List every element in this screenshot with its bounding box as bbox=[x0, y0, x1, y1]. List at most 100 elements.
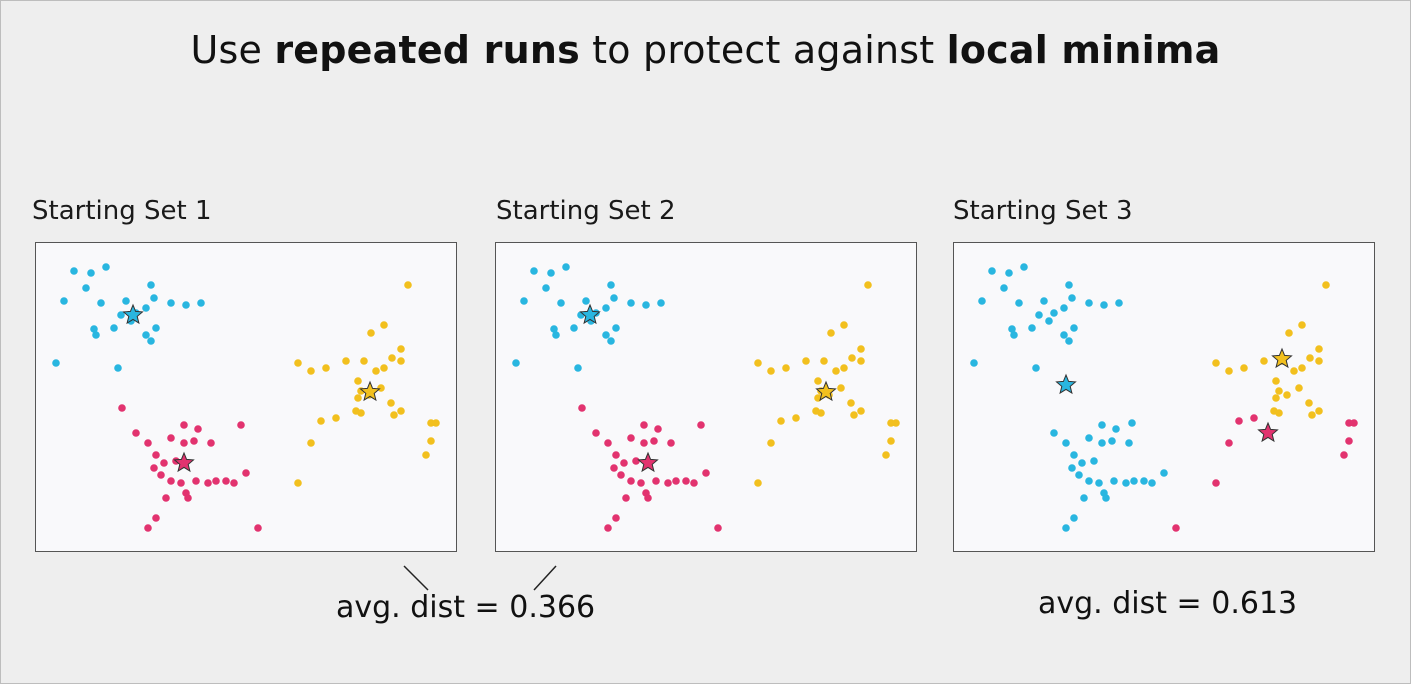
point-blue-40 bbox=[1110, 477, 1118, 485]
point-pink-17 bbox=[192, 477, 200, 485]
point-blue-8 bbox=[1068, 294, 1076, 302]
point-pink-16 bbox=[637, 479, 645, 487]
point-yellow-6 bbox=[1298, 364, 1306, 372]
point-blue-22 bbox=[512, 359, 520, 367]
point-blue-14 bbox=[1060, 304, 1068, 312]
point-yellow-8 bbox=[820, 357, 828, 365]
point-yellow-5 bbox=[1306, 354, 1314, 362]
point-blue-22 bbox=[970, 359, 978, 367]
point-blue-48 bbox=[1102, 494, 1110, 502]
point-pink-2 bbox=[144, 439, 152, 447]
point-yellow-11 bbox=[294, 359, 302, 367]
title-bold-2: local minima bbox=[946, 28, 1221, 72]
point-yellow-27 bbox=[892, 419, 900, 427]
panel-label-1: Starting Set 1 bbox=[32, 196, 212, 226]
bracket-right-line bbox=[533, 565, 557, 591]
point-blue-19 bbox=[602, 331, 610, 339]
point-pink-9 bbox=[654, 425, 662, 433]
scatter-svg-1 bbox=[52, 263, 440, 532]
point-pink-2 bbox=[1225, 439, 1233, 447]
avg-dist-sets-1-2: avg. dist = 0.366 bbox=[336, 590, 596, 625]
point-pink-5 bbox=[640, 439, 648, 447]
point-yellow-30 bbox=[294, 479, 302, 487]
point-yellow-10 bbox=[1240, 364, 1248, 372]
panel-label-3: Starting Set 3 bbox=[953, 196, 1133, 226]
point-blue-1 bbox=[547, 269, 555, 277]
point-yellow-3 bbox=[857, 345, 865, 353]
point-yellow-0 bbox=[404, 281, 412, 289]
point-blue-19 bbox=[1060, 331, 1068, 339]
point-blue-0 bbox=[530, 267, 538, 275]
point-blue-2 bbox=[102, 263, 110, 271]
point-blue-24 bbox=[1128, 419, 1136, 427]
point-blue-23 bbox=[574, 364, 582, 372]
point-yellow-17 bbox=[837, 384, 845, 392]
point-blue-42 bbox=[1130, 477, 1138, 485]
point-blue-45 bbox=[1160, 469, 1168, 477]
point-blue-30 bbox=[1108, 437, 1116, 445]
point-pink-21 bbox=[690, 479, 698, 487]
point-yellow-24 bbox=[777, 417, 785, 425]
point-pink-0 bbox=[578, 404, 586, 412]
point-blue-49 bbox=[1070, 514, 1078, 522]
point-pink-7 bbox=[207, 439, 215, 447]
point-yellow-11 bbox=[1212, 359, 1220, 367]
point-blue-10 bbox=[642, 301, 650, 309]
point-blue-21 bbox=[612, 324, 620, 332]
point-pink-24 bbox=[162, 494, 170, 502]
point-yellow-18 bbox=[1305, 399, 1313, 407]
point-blue-20 bbox=[147, 337, 155, 345]
point-yellow-1 bbox=[840, 321, 848, 329]
point-pink-14 bbox=[157, 471, 165, 479]
point-blue-11 bbox=[1115, 299, 1123, 307]
point-pink-24 bbox=[622, 494, 630, 502]
scatter-svg-3 bbox=[970, 263, 1358, 532]
point-blue-22 bbox=[52, 359, 60, 367]
scatter-plot-3 bbox=[953, 242, 1375, 552]
point-blue-3 bbox=[542, 284, 550, 292]
point-blue-47 bbox=[1080, 494, 1088, 502]
point-yellow-28 bbox=[882, 451, 890, 459]
point-yellow-19 bbox=[1308, 411, 1316, 419]
scatter-plot-1 bbox=[35, 242, 457, 552]
slide-title: Use repeated runs to protect against loc… bbox=[0, 28, 1411, 72]
point-blue-10 bbox=[182, 301, 190, 309]
point-blue-6 bbox=[1040, 297, 1048, 305]
avg-dist-set-3: avg. dist = 0.613 bbox=[1038, 586, 1298, 621]
point-pink-15 bbox=[627, 477, 635, 485]
point-yellow-22 bbox=[357, 409, 365, 417]
point-yellow-24 bbox=[317, 417, 325, 425]
point-yellow-29 bbox=[887, 437, 895, 445]
point-pink-12 bbox=[160, 459, 168, 467]
point-pink-12 bbox=[620, 459, 628, 467]
point-blue-7 bbox=[1065, 281, 1073, 289]
point-yellow-3 bbox=[1315, 345, 1323, 353]
point-blue-43 bbox=[1140, 477, 1148, 485]
point-blue-31 bbox=[1125, 439, 1133, 447]
point-blue-38 bbox=[1085, 477, 1093, 485]
point-blue-6 bbox=[122, 297, 130, 305]
point-blue-18 bbox=[1008, 325, 1016, 333]
point-pink-3 bbox=[612, 451, 620, 459]
centroid-star-yellow bbox=[1271, 347, 1293, 369]
point-yellow-4 bbox=[397, 357, 405, 365]
point-pink-17 bbox=[652, 477, 660, 485]
point-yellow-2 bbox=[1285, 329, 1293, 337]
point-pink-11 bbox=[632, 457, 640, 465]
point-yellow-27 bbox=[432, 419, 440, 427]
point-pink-7 bbox=[1212, 479, 1220, 487]
point-blue-21 bbox=[152, 324, 160, 332]
point-yellow-17 bbox=[1295, 384, 1303, 392]
point-yellow-20 bbox=[397, 407, 405, 415]
point-yellow-9 bbox=[1260, 357, 1268, 365]
centroid-star-blue bbox=[122, 303, 144, 325]
point-pink-6 bbox=[650, 437, 658, 445]
point-blue-28 bbox=[1085, 434, 1093, 442]
point-blue-23 bbox=[114, 364, 122, 372]
point-blue-0 bbox=[988, 267, 996, 275]
point-blue-14 bbox=[142, 304, 150, 312]
point-yellow-14 bbox=[1275, 387, 1283, 395]
point-blue-7 bbox=[607, 281, 615, 289]
point-yellow-1 bbox=[1298, 321, 1306, 329]
point-yellow-28 bbox=[422, 451, 430, 459]
